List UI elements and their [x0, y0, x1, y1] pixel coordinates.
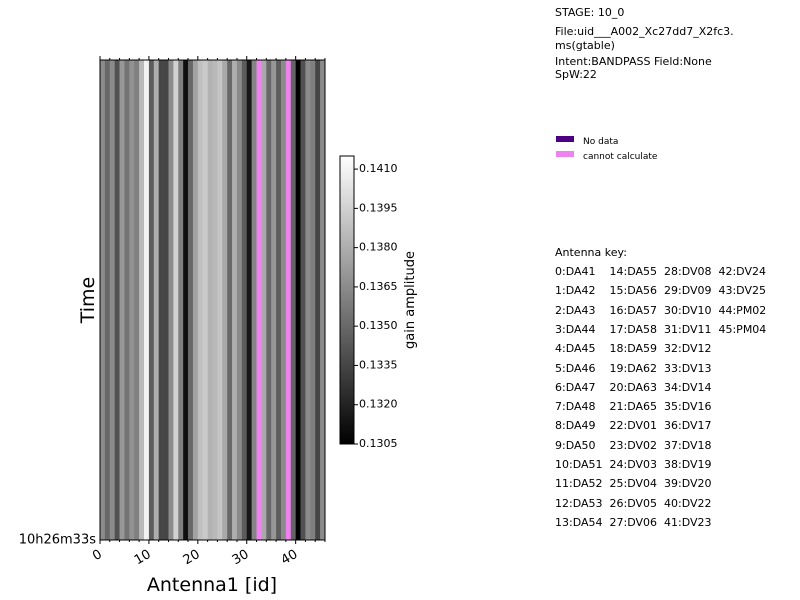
heatmap-cell-antenna-23	[212, 60, 218, 540]
antenna-key-title: Antenna key:	[555, 246, 627, 259]
heatmap-cell-antenna-35	[271, 60, 277, 540]
file-label-line2: ms(gtable)	[555, 39, 615, 52]
antenna-key-row: 8:DA49 22:DV01 36:DV17	[555, 419, 712, 433]
heatmap-cell-antenna-21	[202, 60, 208, 540]
heatmap-cell-antenna-4	[119, 60, 125, 540]
file-label-line1: File:uid___A002_Xc27dd7_X2fc3.	[555, 25, 734, 38]
antenna-key-row: 5:DA46 19:DA62 33:DV13	[555, 361, 712, 375]
antenna-key-row: 2:DA43 16:DA57 30:DV10 44:PM02	[555, 303, 767, 317]
colorbar-tick-label-0.1335: 0.1335	[359, 358, 398, 371]
heatmap-cell-antenna-44	[315, 60, 321, 540]
heatmap-cell-antenna-7	[134, 60, 140, 540]
legend-swatch-cannot-calculate	[556, 151, 574, 157]
heatmap-cell-antenna-25	[222, 60, 228, 540]
antenna-key-row: 1:DA42 15:DA56 29:DV09 43:DV25	[555, 284, 766, 298]
heatmap-cell-antenna-26	[227, 60, 233, 540]
heatmap-cell-antenna-22	[207, 60, 213, 540]
colorbar-tick-label-0.1320: 0.1320	[359, 398, 398, 411]
heatmap-cell-antenna-8	[139, 60, 145, 540]
heatmap-cell-antenna-17	[183, 60, 189, 540]
heatmap-cell-antenna-34	[266, 60, 272, 540]
antenna-key-row: 11:DA52 25:DV04 39:DV20	[555, 477, 712, 491]
antenna-key-row: 12:DA53 26:DV05 40:DV22	[555, 496, 712, 510]
heatmap-cell-antenna-38	[285, 60, 292, 540]
heatmap-cell-antenna-43	[310, 60, 316, 540]
plot-frame	[99, 59, 326, 541]
heatmap-cell-antenna-0	[100, 60, 106, 540]
heatmap-cell-antenna-13	[163, 60, 169, 540]
heatmap-cell-antenna-32	[256, 60, 262, 540]
spw-label: SpW:22	[555, 68, 597, 81]
stage-label: STAGE: 10_0	[555, 6, 625, 19]
antenna-key-row: 7:DA48 21:DA65 35:DV16	[555, 400, 712, 414]
heatmap-cell-antenna-19	[192, 60, 199, 540]
heatmap-cell-antenna-15	[173, 60, 179, 540]
heatmap-cell-antenna-30	[246, 60, 252, 540]
heatmap-cell-antenna-14	[168, 60, 174, 540]
heatmap-cell-antenna-24	[217, 60, 223, 540]
antenna-key-row: 0:DA41 14:DA55 28:DV08 42:DV24	[555, 265, 766, 278]
x-tick-label-20: 20	[181, 547, 203, 568]
heatmap-cell-antenna-20	[197, 60, 204, 540]
heatmap-cell-antenna-31	[251, 60, 257, 540]
x-axis-label: Antenna1 [id]	[147, 574, 277, 596]
x-tick-label-0: 0	[90, 547, 105, 564]
y-tick-label: 10h26m33s	[19, 533, 97, 548]
heatmap-cell-antenna-37	[280, 60, 287, 540]
heatmap-cell-antenna-42	[305, 60, 311, 540]
antenna-key-row: 9:DA50 23:DV02 37:DV18	[555, 438, 712, 452]
antenna-key-row: 3:DA44 17:DA58 31:DV11 45:PM04	[555, 322, 767, 336]
colorbar-tick-label-0.1365: 0.1365	[359, 280, 398, 293]
colorbar-tick-label-0.1380: 0.1380	[359, 241, 398, 254]
colorbar-ticks: 0.1305 0.1320 0.1335 0.1350 0.1365 0.1380 0.13…	[354, 162, 398, 450]
heatmap-cell-antenna-10	[148, 60, 155, 540]
heatmap-cell-antenna-36	[276, 60, 282, 540]
intent-label: Intent:BANDPASS Field:None	[555, 55, 712, 68]
x-tick-label-40: 40	[279, 547, 301, 568]
heatmap-cell-antenna-40	[295, 60, 301, 540]
colorbar-tick-label-0.1410: 0.1410	[359, 162, 398, 175]
antenna-key-row: 4:DA45 18:DA59 32:DV12	[555, 342, 712, 356]
heatmap-cell-antenna-6	[129, 60, 135, 540]
colorbar-label: gain amplitude	[403, 251, 418, 349]
heatmap-cell-antenna-5	[124, 60, 130, 540]
x-tick-label-10: 10	[132, 547, 154, 568]
colorbar-tick-label-0.1395: 0.1395	[359, 201, 398, 214]
legend-swatch-no-data	[556, 136, 574, 142]
heatmap-cell-antenna-18	[188, 60, 194, 540]
colorbar-tick-label-0.1305: 0.1305	[359, 437, 398, 450]
heatmap-cells	[100, 60, 326, 540]
antenna-key-row: 10:DA51 24:DV03 38:DV19	[555, 458, 712, 471]
heatmap-cell-antenna-2	[109, 60, 115, 540]
heatmap-cell-antenna-3	[114, 60, 120, 540]
legend-label-cannot-calculate: cannot calculate	[583, 152, 658, 162]
heatmap-cell-antenna-16	[178, 60, 184, 540]
heatmap-cell-antenna-11	[153, 60, 159, 540]
x-tick-label-30: 30	[230, 547, 252, 568]
heatmap-cell-antenna-12	[158, 60, 164, 540]
heatmap-cell-antenna-9	[144, 60, 150, 540]
y-axis-label: Time	[77, 277, 99, 325]
antenna-key-row: 6:DA47 20:DA63 34:DV14	[555, 380, 712, 394]
heatmap-cell-antenna-41	[300, 60, 306, 540]
colorbar-tick-label-0.1350: 0.1350	[359, 319, 398, 332]
colorbar	[339, 155, 355, 445]
heatmap-cell-antenna-27	[232, 60, 238, 540]
heatmap-cell-antenna-29	[241, 60, 248, 540]
legend-label-no-data: No data	[583, 137, 619, 147]
antenna-key-row: 13:DA54 27:DV06 41:DV23	[555, 515, 712, 529]
heatmap-cell-antenna-28	[236, 60, 243, 540]
heatmap-cell-antenna-33	[261, 60, 267, 540]
heatmap-cell-antenna-1	[104, 60, 111, 540]
heatmap-cell-antenna-45	[320, 60, 326, 540]
heatmap-cell-antenna-39	[290, 60, 296, 540]
